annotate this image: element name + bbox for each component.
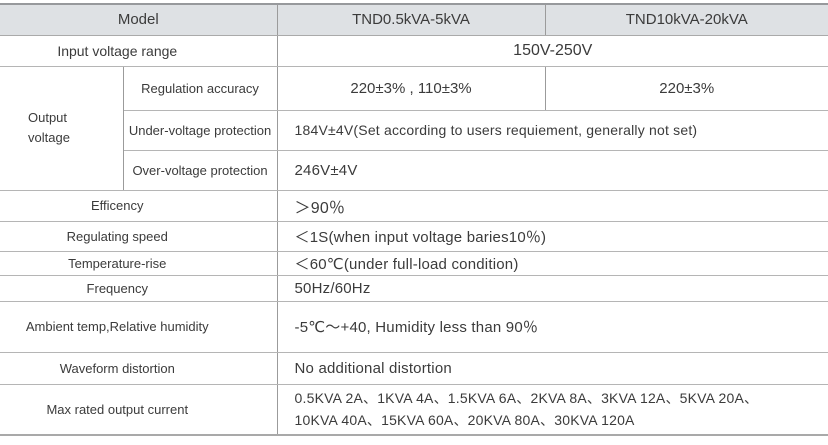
waveform-value-cell: No additional distortion: [277, 352, 828, 385]
waveform-row: Waveform distortion No additional distor…: [0, 352, 828, 385]
efficiency-label-cell: Efficency: [0, 190, 278, 222]
frequency-label-cell: Frequency: [0, 275, 278, 302]
under-voltage-label-cell: Under-voltage protection: [123, 110, 278, 151]
under-voltage-value-cell: 184V±4V(Set according to users requiemen…: [277, 110, 828, 151]
temperature-rise-label-cell: Temperature-rise: [0, 251, 278, 276]
max-current-value-cell: 0.5KVA 2A、1KVA 4A、1.5KVA 6A、2KVA 8A、3KVA…: [277, 384, 828, 436]
regulating-speed-value-cell: ＜1S(when input voltage baries10％): [277, 221, 828, 252]
efficiency-value-cell: ＞90％: [277, 190, 828, 222]
efficiency-row: Efficency ＞90％: [0, 190, 828, 222]
input-voltage-value-cell: 150V-250V: [277, 35, 828, 67]
under-voltage-row: Under-voltage protection 184V±4V(Set acc…: [0, 110, 828, 151]
input-voltage-row: Input voltage range 150V-250V: [0, 35, 828, 67]
over-voltage-row: Over-voltage protection 246V±4V: [0, 150, 828, 191]
output-voltage-group-label: Output voltage: [28, 109, 70, 145]
over-voltage-value-cell: 246V±4V: [277, 150, 828, 191]
regulation-accuracy-label-cell: Regulation accuracy: [123, 66, 278, 111]
regulating-speed-row: Regulating speed ＜1S(when input voltage …: [0, 221, 828, 252]
spec-table: Model TND0.5kVA-5kVA TND10kVA-20kVA Inpu…: [0, 3, 828, 436]
input-voltage-label-cell: Input voltage range: [0, 35, 278, 67]
frequency-row: Frequency 50Hz/60Hz: [0, 275, 828, 302]
ambient-value-cell: -5℃～+40, Humidity less than 90％: [277, 301, 828, 353]
header-row: Model TND0.5kVA-5kVA TND10kVA-20kVA: [0, 4, 828, 36]
output-voltage-group-cell: Output voltage: [0, 66, 124, 191]
regulation-accuracy-value2-cell: 220±3%: [545, 66, 828, 111]
regulation-accuracy-row: Output voltage Regulation accuracy 220±3…: [0, 66, 828, 191]
regulation-accuracy-value1-cell: 220±3% , 110±3%: [277, 66, 546, 111]
max-current-row: Max rated output current 0.5KVA 2A、1KVA …: [0, 384, 828, 436]
header-model-cell: Model: [0, 4, 278, 36]
temperature-rise-value-cell: ＜60℃(under full-load condition): [277, 251, 828, 276]
regulating-speed-label-cell: Regulating speed: [0, 221, 278, 252]
header-col2-cell: TND10kVA-20kVA: [545, 4, 828, 36]
header-col1-cell: TND0.5kVA-5kVA: [277, 4, 546, 36]
ambient-row: Ambient temp,Relative humidity -5℃～+40, …: [0, 301, 828, 353]
waveform-label-cell: Waveform distortion: [0, 352, 278, 385]
ambient-label-cell: Ambient temp,Relative humidity: [0, 301, 278, 353]
over-voltage-label-cell: Over-voltage protection: [123, 150, 278, 191]
max-current-label-cell: Max rated output current: [0, 384, 278, 436]
max-current-value-text: 0.5KVA 2A、1KVA 4A、1.5KVA 6A、2KVA 8A、3KVA…: [294, 390, 759, 429]
spec-table-container: Model TND0.5kVA-5kVA TND10kVA-20kVA Inpu…: [0, 3, 828, 436]
temperature-rise-row: Temperature-rise ＜60℃(under full-load co…: [0, 251, 828, 276]
frequency-value-cell: 50Hz/60Hz: [277, 275, 828, 302]
